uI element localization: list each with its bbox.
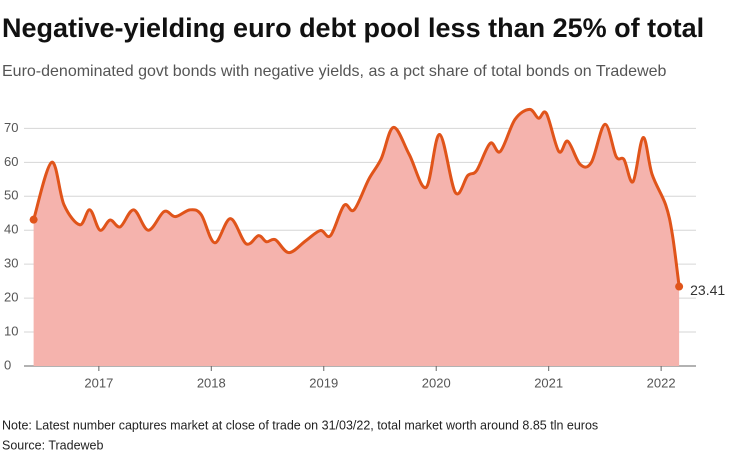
note: Note: Latest number captures market at c… (2, 418, 598, 432)
y-tick-label: 30 (4, 256, 18, 271)
y-tick-label: 10 (4, 323, 18, 338)
y-tick-label: 0 (4, 357, 11, 372)
chart-subtitle: Euro-denominated govt bonds with negativ… (2, 63, 667, 80)
y-tick-label: 70 (4, 120, 18, 135)
x-tick-label: 2022 (647, 375, 676, 390)
x-tick-label: 2020 (422, 375, 451, 390)
x-tick-label: 2018 (197, 375, 226, 390)
y-tick-label: 50 (4, 188, 18, 203)
y-tick-label: 60 (4, 154, 18, 169)
source: Source: Tradeweb (2, 438, 103, 452)
x-tick-label: 2021 (534, 375, 563, 390)
x-tick-label: 2017 (84, 375, 113, 390)
y-tick-label: 40 (4, 222, 18, 237)
end-point (675, 282, 684, 291)
value-label: 23.41 (690, 282, 725, 298)
x-tick-label: 2019 (309, 375, 338, 390)
y-tick-label: 20 (4, 290, 18, 305)
end-point (29, 215, 38, 224)
line (32, 107, 681, 287)
chart-title: Negative-yielding euro debt pool less th… (2, 13, 704, 43)
area-fill (33, 109, 680, 366)
